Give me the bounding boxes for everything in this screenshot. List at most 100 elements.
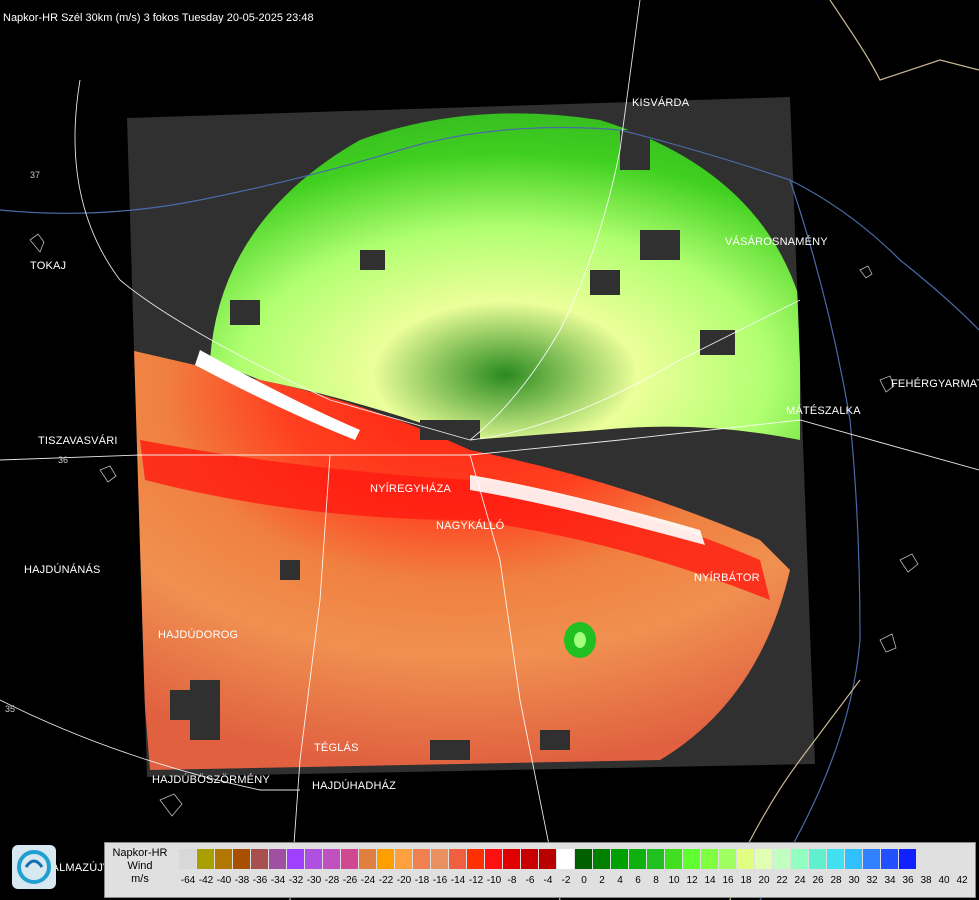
- legend-swatch: [395, 849, 413, 869]
- legend-swatch: [305, 849, 323, 869]
- legend-swatch: [413, 849, 431, 869]
- legend-swatch: [845, 849, 863, 869]
- road-number-37: 37: [30, 170, 41, 180]
- legend-swatch: [449, 849, 467, 869]
- legend-tick-label: -26: [342, 875, 358, 886]
- legend-tick-label: 34: [884, 875, 896, 886]
- legend-tick-label: 12: [686, 875, 698, 886]
- legend-swatch: [719, 849, 737, 869]
- city-label-nyirbator: NYÍRBÁTOR: [694, 572, 760, 584]
- legend-tick-label: 0: [581, 875, 587, 886]
- legend-tick-label: -6: [525, 875, 535, 886]
- legend-swatch: [863, 849, 881, 869]
- omsz-logo-icon: [12, 845, 56, 889]
- legend-swatch: [485, 849, 503, 869]
- road-number-35: 35: [5, 704, 16, 714]
- city-label-mateszalka: MÁTÉSZALKA: [786, 405, 861, 417]
- legend-tick-label: 30: [848, 875, 860, 886]
- legend-swatch: [791, 849, 809, 869]
- legend-tick-label: 42: [956, 875, 968, 886]
- legend-swatch: [539, 849, 557, 869]
- legend-tick-label: -8: [507, 875, 517, 886]
- legend-swatch: [323, 849, 341, 869]
- legend-swatch: [827, 849, 845, 869]
- legend-tick-label: 36: [902, 875, 914, 886]
- legend-tick-label: 6: [635, 875, 641, 886]
- legend-tick-label: -10: [486, 875, 502, 886]
- legend-tick-label: 2: [599, 875, 605, 886]
- legend-swatch: [341, 849, 359, 869]
- legend-swatch: [575, 849, 593, 869]
- legend-swatch: [251, 849, 269, 869]
- legend-swatch: [215, 849, 233, 869]
- legend-tick-label: -64: [180, 875, 196, 886]
- legend-tick-label: -22: [378, 875, 394, 886]
- legend-swatch: [755, 849, 773, 869]
- legend-tick-label: 18: [740, 875, 752, 886]
- legend-tick-label: 8: [653, 875, 659, 886]
- city-label-teglas: TÉGLÁS: [314, 742, 359, 754]
- legend-swatch: [881, 849, 899, 869]
- legend-swatch: [629, 849, 647, 869]
- legend-swatch: [773, 849, 791, 869]
- legend-tick-label: -20: [396, 875, 412, 886]
- road-number-36: 36: [58, 455, 69, 465]
- legend-swatch: [179, 849, 197, 869]
- legend-swatch: [233, 849, 251, 869]
- legend-tick-label: 4: [617, 875, 623, 886]
- legend-swatch: [359, 849, 377, 869]
- city-label-hajdudorog: HAJDÚDOROG: [158, 629, 239, 641]
- legend-tick-label: 22: [776, 875, 788, 886]
- city-label-vasarosnameny: VÁSÁROSNAMÉNY: [725, 236, 828, 248]
- legend-swatch: [899, 849, 917, 869]
- legend-swatch: [809, 849, 827, 869]
- city-label-fehergyarmat: FEHÉRGYARMAT: [891, 378, 979, 390]
- legend-swatch: [467, 849, 485, 869]
- legend-tick-label: 16: [722, 875, 734, 886]
- city-label-nyiregyhaza: NYÍREGYHÁZA: [370, 483, 452, 495]
- legend-swatch: [737, 849, 755, 869]
- legend-swatch: [521, 849, 539, 869]
- river-tisza: [0, 126, 979, 331]
- city-label-hajduboszormeny: HAJDÚBÖSZÖRMÉNY: [152, 774, 270, 786]
- legend-tick-label: -2: [561, 875, 571, 886]
- legend-tick-label: -24: [360, 875, 376, 886]
- legend-swatch: [701, 849, 719, 869]
- legend-tick-label: -4: [543, 875, 553, 886]
- legend-swatch: [431, 849, 449, 869]
- echo-white-band: [195, 350, 360, 440]
- echo-north-green: [210, 113, 800, 441]
- legend-tick-label: 10: [668, 875, 680, 886]
- country-border: [829, 0, 979, 81]
- legend-tick-label: 38: [920, 875, 932, 886]
- legend-tick-label: -28: [324, 875, 340, 886]
- legend-ticks: -64 -42 -40 -38 -36 -34 -32 -30 -28 -26 -24 -22 -20-…: [179, 875, 971, 889]
- city-label-nagykallo: NAGYKÁLLÓ: [436, 520, 505, 532]
- legend-swatch: [665, 849, 683, 869]
- legend-tick-label: -32: [288, 875, 304, 886]
- legend-swatch: [503, 849, 521, 869]
- legend-tick-label: -12: [468, 875, 484, 886]
- legend-tick-label: 40: [938, 875, 950, 886]
- legend-swatches: [179, 849, 917, 869]
- color-legend: Napkor-HR Wind m/s -64 -42 -40 -38 -36 -34 -32…: [104, 842, 976, 898]
- legend-title: Napkor-HR Wind m/s: [112, 847, 168, 885]
- city-label-hajduhadhaz: HAJDÚHADHÁZ: [312, 780, 397, 792]
- legend-tick-label: 24: [794, 875, 806, 886]
- legend-swatch: [197, 849, 215, 869]
- legend-swatch: [557, 849, 575, 869]
- legend-swatch: [377, 849, 395, 869]
- legend-swatch: [611, 849, 629, 869]
- legend-tick-label: -36: [252, 875, 268, 886]
- legend-tick-label: -34: [270, 875, 286, 886]
- city-label-hajdunanas: HAJDÚNÁNÁS: [24, 564, 101, 576]
- map-title: Napkor-HR Szél 30km (m/s) 3 fokos Tuesda…: [3, 12, 314, 24]
- echo-band-red: [140, 440, 770, 600]
- legend-tick-label: -14: [450, 875, 466, 886]
- city-label-tiszavasvari: TISZAVASVÁRI: [38, 435, 118, 447]
- legend-tick-label: -40: [216, 875, 232, 886]
- legend-tick-label: 26: [812, 875, 824, 886]
- legend-tick-label: -38: [234, 875, 250, 886]
- city-label-kisvarda: KISVÁRDA: [632, 97, 690, 109]
- legend-tick-label: 20: [758, 875, 770, 886]
